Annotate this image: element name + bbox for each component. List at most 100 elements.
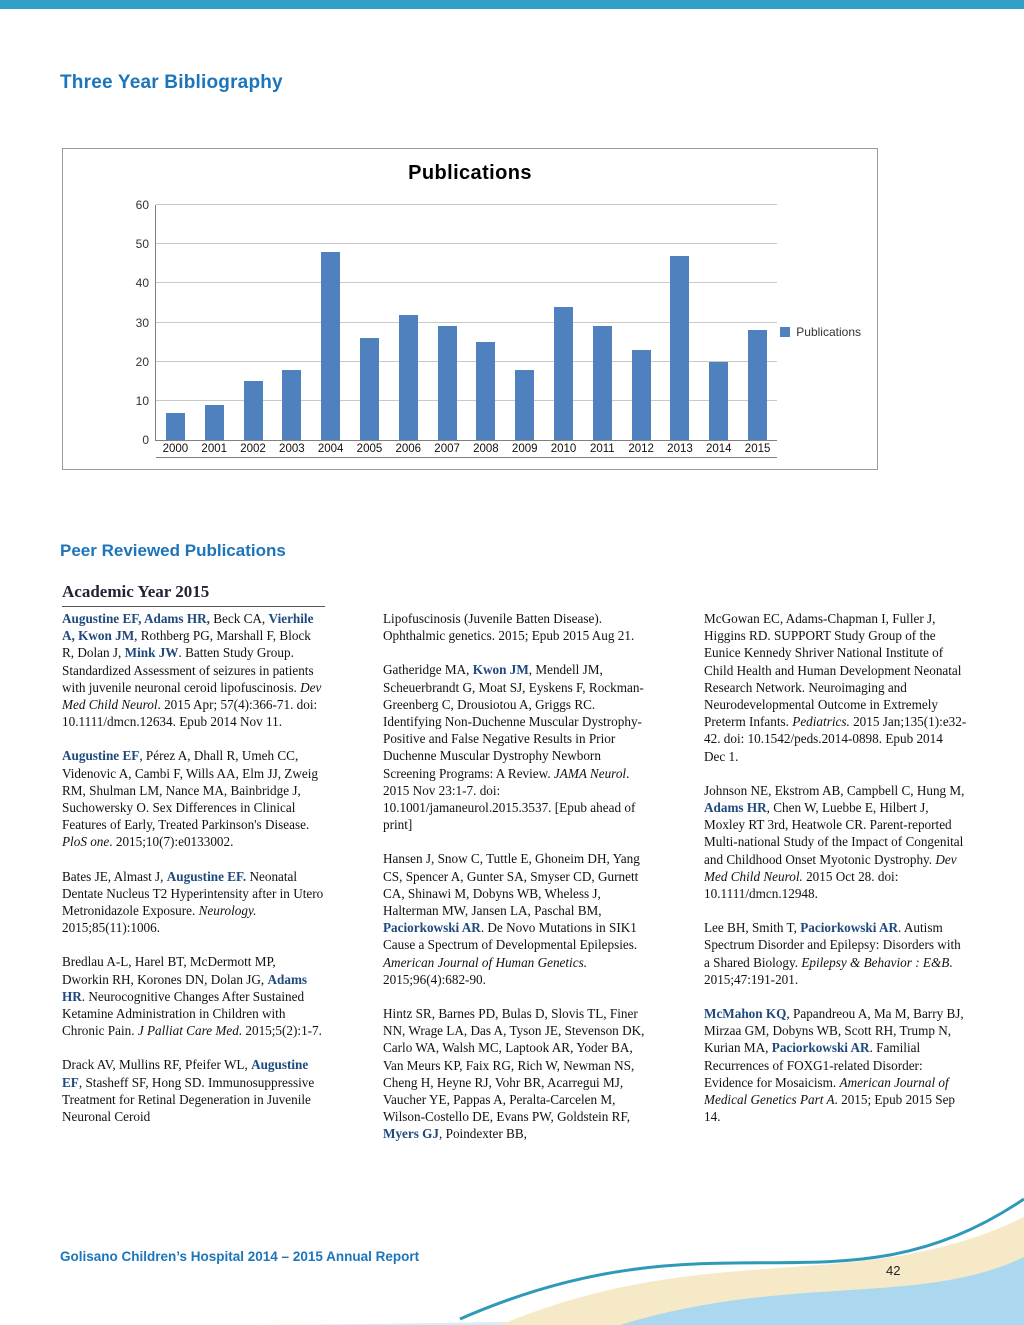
chart-x-axis: 2000 2001 2002 2003 2004 2005 2006 2007 2008 2009… <box>156 440 777 458</box>
subsection-heading: Academic Year 2015 <box>62 582 325 607</box>
citation-segment: Hintz SR, Barnes PD, Bulas D, Slovis TL,… <box>383 1006 645 1125</box>
bar-2013 <box>670 255 690 440</box>
bar-2005 <box>359 338 379 440</box>
x-tick-label: 2008 <box>473 443 499 455</box>
citation-segment: . 2015 Apr; 57(4):366-71. doi: 10.1111/d… <box>62 697 318 730</box>
citation-segment: , Poindexter BB, <box>439 1126 527 1142</box>
x-tick-label: 2009 <box>511 443 538 455</box>
bar-2008 <box>476 342 496 440</box>
bar-cell <box>738 205 777 440</box>
bar-2009 <box>515 369 535 440</box>
citation-segment: Pediatrics. <box>792 714 850 730</box>
citation: Lee BH, Smith T, Paciorkowski AR. Autism… <box>704 919 967 988</box>
citation: Johnson NE, Ekstrom AB, Campbell C, Hung… <box>704 782 967 902</box>
bar-cell <box>350 205 389 440</box>
citation-segment: Lee BH, Smith T, <box>704 920 801 936</box>
bar-cell <box>505 205 544 440</box>
citation: Drack AV, Mullins RF, Pfeifer WL, August… <box>62 1056 325 1125</box>
citation: Gatheridge MA, Kwon JM, Mendell JM, Sche… <box>383 661 646 833</box>
citation-segment: Gatheridge MA, <box>383 662 473 678</box>
bar-2004 <box>321 252 341 440</box>
citation-segment: Paciorkowski AR <box>383 920 481 936</box>
bar-cell <box>583 205 622 440</box>
citation: Hansen J, Snow C, Tuttle E, Ghoneim DH, … <box>383 850 646 988</box>
citation-segment: , Pérez A, Dhall R, Umeh CC, Videnovic A… <box>62 748 318 833</box>
citation: Bates JE, Almast J, Augustine EF. Neonat… <box>62 868 325 937</box>
bar-2006 <box>398 314 418 440</box>
citation-segment: . 2015;10(7):e0133002. <box>109 834 234 850</box>
gridline <box>156 282 777 284</box>
x-tick-label: 2006 <box>395 443 422 455</box>
x-tick-label: 2005 <box>356 443 383 455</box>
citation-segment: Bredlau A-L, Harel BT, McDermott MP, Dwo… <box>62 954 276 987</box>
y-tick-label: 60 <box>135 198 149 212</box>
citation-segment: 2015 Oct 28. doi: 10.1111/dmcn.12948. <box>704 868 899 902</box>
citation: McGowan EC, Adams-Chapman I, Fuller J, H… <box>704 610 967 765</box>
citation-segment: Johnson NE, Ekstrom AB, Campbell C, Hung… <box>704 782 965 798</box>
citation-segment: American Journal of Human Genetics. <box>383 954 588 970</box>
top-accent-bar <box>0 0 1024 9</box>
bar-2002 <box>243 381 263 440</box>
citation-segment: Adams HR <box>704 800 767 816</box>
citation-segment: Kwon JM <box>472 662 529 678</box>
citation-segment: Augustine EF <box>62 748 140 764</box>
y-tick-label: 50 <box>135 237 149 252</box>
citation-column-2: Lipofuscinosis (Juvenile Batten Disease)… <box>383 610 646 1160</box>
citation-segment: . Autism Spectrum Disorder and Epilepsy:… <box>704 920 961 970</box>
citation-segment: McGowan EC, Adams-Chapman I, Fuller J, H… <box>704 611 962 730</box>
x-tick-label: 2007 <box>434 443 460 455</box>
citation-segment: Augustine EF. <box>166 868 247 884</box>
x-tick-label: 2015 <box>744 443 771 455</box>
citation-segment: JAMA Neurol <box>553 765 627 781</box>
gridline <box>156 399 777 401</box>
x-tick-label: 2014 <box>705 443 732 455</box>
x-tick-label: 2000 <box>162 443 189 455</box>
citation-segment: Epilepsy & Behavior : E&B <box>801 954 950 970</box>
citation: Lipofuscinosis (Juvenile Batten Disease)… <box>383 610 646 644</box>
legend-label: Publications <box>796 325 861 339</box>
publications-chart: Publications 2000 2001 2002 2003 2004 2005 200… <box>62 148 878 470</box>
citation-segment: J Palliat Care Med <box>137 1023 239 1039</box>
citation-segment: Lipofuscinosis (Juvenile Batten Disease)… <box>383 611 635 644</box>
bar-2001 <box>204 404 224 440</box>
bar-2015 <box>748 330 768 440</box>
citation-segment: . 2015;5(2):1-7. <box>238 1023 322 1039</box>
citation-segment: Hansen J, Snow C, Tuttle E, Ghoneim DH, … <box>383 851 640 919</box>
citation-segment: Dev Med Child Neurol <box>62 679 322 713</box>
gridline <box>156 204 777 205</box>
y-tick-label: 10 <box>135 393 149 408</box>
bar-2012 <box>631 349 651 440</box>
bar-2014 <box>709 361 729 440</box>
citation-segment: Neonatal Dentate Nucleus T2 Hyperintensi… <box>62 868 324 919</box>
y-tick-label: 0 <box>142 433 149 447</box>
chart-plot-area: 2000 2001 2002 2003 2004 2005 2006 2007 2008 2009… <box>136 199 777 458</box>
bar-cell <box>699 205 738 440</box>
citation-segment: . Familial Recurrences of FOXG1-related … <box>704 1040 923 1090</box>
citation-segment: Augustine EF, Adams HR, <box>62 611 210 626</box>
bar-cell <box>234 205 273 440</box>
page-number: 42 <box>886 1263 901 1278</box>
citation-segment: , Rothberg PG, Marshall F, Block R, Dola… <box>62 628 311 661</box>
citation-segment: Paciorkowski AR <box>800 920 899 936</box>
x-tick-label: 2013 <box>667 443 693 455</box>
bar-cell <box>311 205 350 440</box>
citation: Augustine EF, Adams HR, Beck CA, Vierhil… <box>62 610 325 730</box>
gridline <box>156 321 777 323</box>
bar-cell <box>272 205 311 440</box>
bar-cell <box>661 205 700 440</box>
citation: Bredlau A-L, Harel BT, McDermott MP, Dwo… <box>62 953 325 1039</box>
citation-segment: Mink JW <box>124 645 179 661</box>
bar-2011 <box>592 326 612 440</box>
citation-segment: Adams HR <box>62 971 308 1004</box>
citation-segment: Dev Med Child Neurol. <box>704 851 957 884</box>
chart-bars <box>156 205 777 440</box>
section-heading: Peer Reviewed Publications <box>60 541 286 560</box>
chart-legend: Publications <box>780 325 861 339</box>
citation-segment: . Neurocognitive Changes After Sustained… <box>62 988 305 1039</box>
x-tick-label: 2003 <box>279 443 305 455</box>
citation-segment: 2015;85(11):1006. <box>62 920 161 936</box>
citation-segment: . 2015; Epub 2015 Sep 14. <box>704 1092 956 1125</box>
citation-segment: , Chen W, Luebbe E, Hilbert J, Moxley RT… <box>704 800 964 867</box>
x-tick-label: 2002 <box>240 443 266 455</box>
